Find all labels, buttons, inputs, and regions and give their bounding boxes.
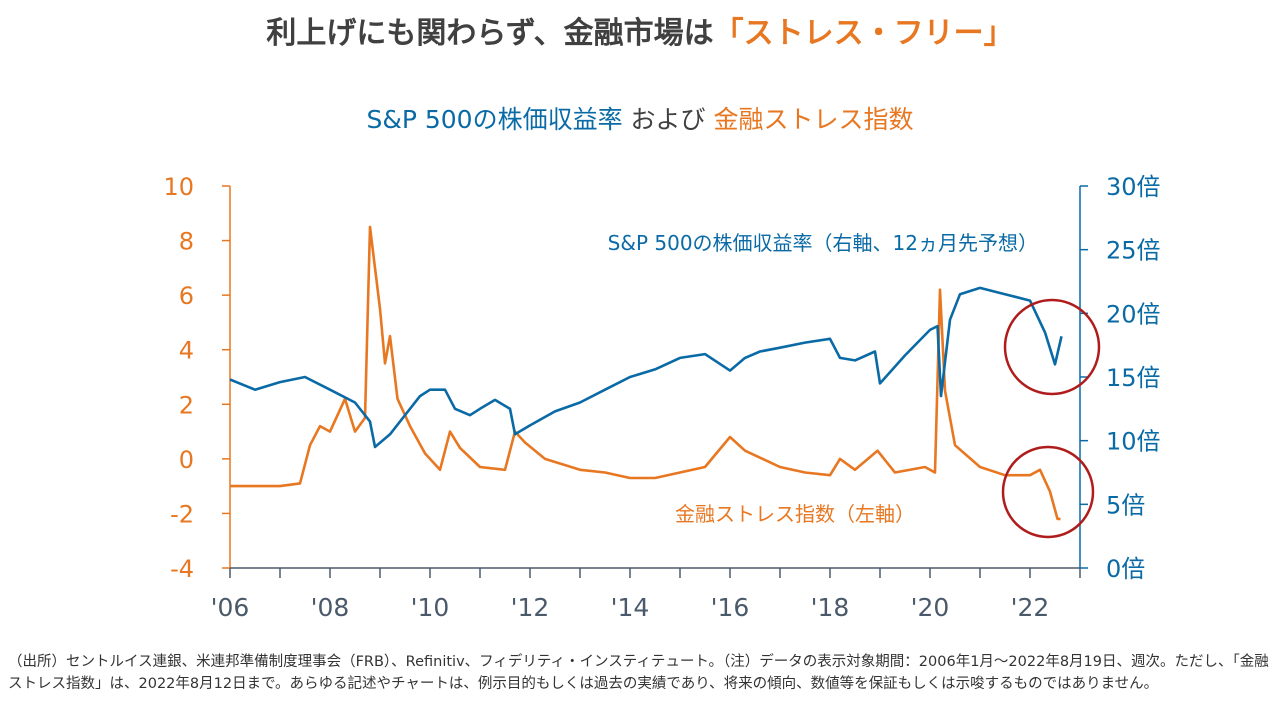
x-tick-label: '14 (611, 593, 650, 622)
left-tick-label: 6 (179, 282, 194, 310)
subtitle-pe: S&P 500の株価収益率 (366, 105, 623, 134)
left-tick-label: -2 (170, 500, 194, 528)
title-highlight: 「ストレス・フリー」 (713, 16, 1014, 51)
subtitle-and: および (622, 105, 714, 134)
chart-area: 10 8 6 4 2 0 -2 -4 30倍 25倍 20倍 15倍 10倍 5倍 0倍 '06 '08 '10 '… (163, 173, 1161, 622)
right-tick-label: 25倍 (1106, 237, 1161, 265)
left-tick-label: 0 (179, 446, 194, 474)
left-tick-label: 2 (179, 391, 194, 419)
left-tick-label: 8 (179, 228, 194, 256)
left-tick-label: 4 (179, 337, 194, 365)
x-tick-label: '18 (811, 593, 850, 622)
highlight-circle-pe (1003, 298, 1101, 396)
highlight-circle-fsi (1001, 445, 1095, 539)
x-tick-label: '08 (311, 593, 350, 622)
x-tick-label: '12 (511, 593, 550, 622)
footnote: （出所）セントルイス連銀、米連邦準備制度理事会（FRB）、Refinitiv、フ… (8, 654, 1269, 692)
right-tick-label: 5倍 (1106, 491, 1145, 519)
right-tick-label: 20倍 (1106, 300, 1161, 328)
x-tick-label: '20 (911, 593, 950, 622)
x-tick-label: '06 (211, 593, 250, 622)
left-tick-label: -4 (170, 555, 194, 583)
x-tick-label: '16 (711, 593, 750, 622)
right-tick-label: 30倍 (1106, 173, 1161, 201)
chart-subtitle: S&P 500の株価収益率 および 金融ストレス指数 (0, 100, 1280, 136)
x-tick-label: '22 (1011, 593, 1050, 622)
pe-series-annotation: S&P 500の株価収益率（右軸、12ヵ月先予想） (608, 231, 1038, 255)
chart-title: 利上げにも関わらず、金融市場は「ストレス・フリー」 (0, 8, 1280, 52)
title-main: 利上げにも関わらず、金融市場は (266, 16, 714, 51)
right-tick-label: 10倍 (1106, 428, 1161, 456)
subtitle-fsi: 金融ストレス指数 (713, 105, 914, 134)
right-tick-label: 15倍 (1106, 364, 1161, 392)
fsi-series-annotation: 金融ストレス指数（左軸） (675, 502, 915, 526)
left-tick-label: 10 (163, 173, 194, 201)
pe-series-line (229, 286, 1063, 449)
x-tick-label: '10 (411, 593, 450, 622)
right-tick-label: 0倍 (1106, 555, 1145, 583)
fsi-series-line (230, 225, 1061, 521)
